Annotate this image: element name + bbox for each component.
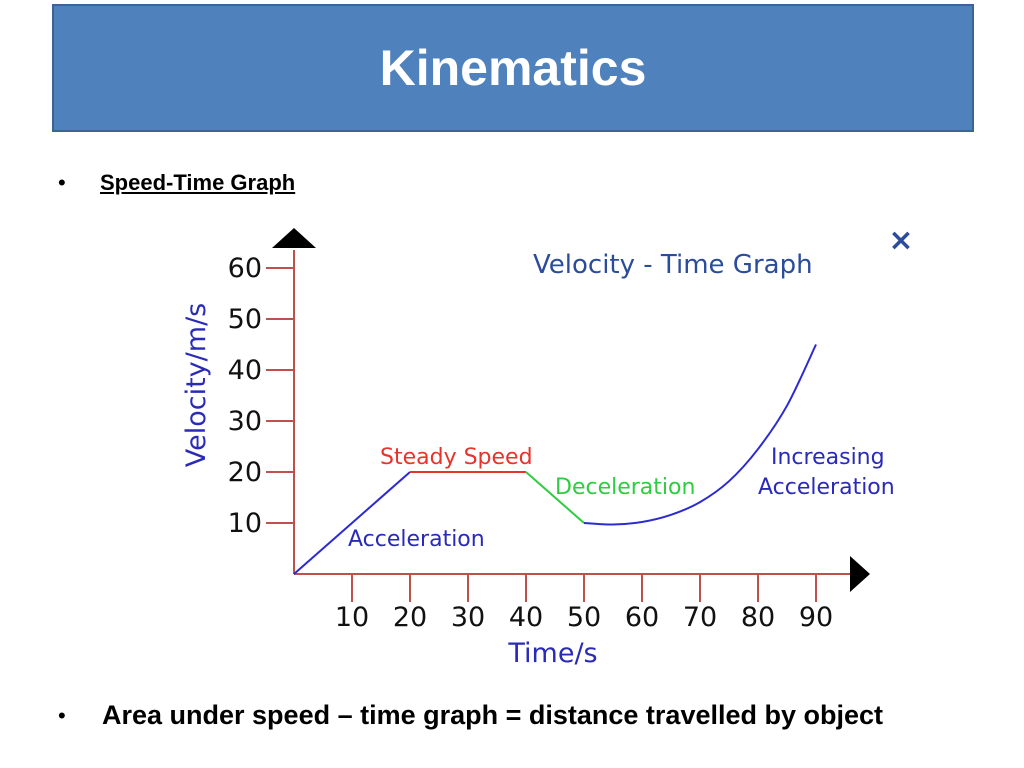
series-segment-3 [583,344,817,526]
series-segment-2 [525,471,585,524]
y-axis-label: Velocity/m/s [181,303,212,467]
bullet-dot: • [58,702,66,728]
x-tick-label: 80 [741,602,775,633]
y-tick-label: 50 [228,304,262,335]
annotation-label: Steady Speed [380,445,533,470]
annotation-label: Acceleration [348,527,485,552]
x-tick-label: 40 [509,602,543,633]
x-axis-arrow [850,556,870,592]
slide-title: Kinematics [379,40,647,96]
y-axis-arrow [272,228,316,248]
x-tick-label: 70 [683,602,717,633]
series-segment-0 [293,471,411,575]
y-tick-label: 40 [228,355,262,386]
chart-title: Velocity - Time Graph [533,250,813,280]
x-tick-label: 30 [451,602,485,633]
x-tick-label: 90 [799,602,833,633]
bullet-dot: • [58,170,66,195]
x-tick-label: 60 [625,602,659,633]
annotation-label: Deceleration [555,475,695,500]
y-tick-label: 60 [228,253,262,284]
annotation-label: Increasing [771,445,885,470]
x-tick-label: 10 [335,602,369,633]
y-tick-label: 30 [228,406,262,437]
x-tick-label: 20 [393,602,427,633]
sub-heading: Speed-Time Graph [100,170,296,195]
annotation-label: Acceleration [758,475,895,500]
x-axis-label: Time/s [507,638,597,669]
x-tick-label: 50 [567,602,601,633]
bullet-speed-time: • Speed-Time Graph [58,170,295,196]
close-icon: × [888,223,913,258]
chart-labels: Time/s Velocity/m/s Velocity - Time Graph ×… [181,223,914,669]
bullet-area-note: • Area under speed – time graph = distan… [58,700,883,731]
y-tick-label: 20 [228,457,262,488]
axes: 10 20 30 40 50 60 10 20 30 40 50 60 70 80 90 [228,228,870,633]
title-banner: Kinematics [52,4,974,132]
area-statement: Area under speed – time graph = distance… [102,700,884,730]
y-tick-label: 10 [228,508,262,539]
data-series [293,344,817,575]
